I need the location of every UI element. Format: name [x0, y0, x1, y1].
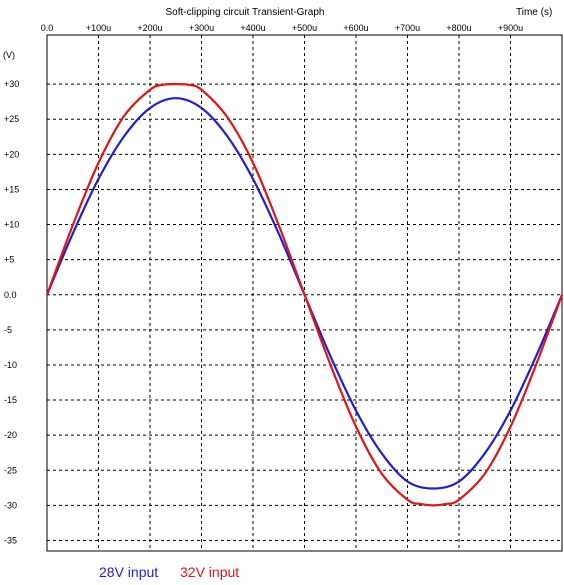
- y-tick-label: +15: [4, 184, 19, 194]
- y-tick-label: +25: [4, 114, 19, 124]
- series-line: [45, 83, 564, 507]
- y-tick-label: -20: [4, 430, 17, 440]
- series: [45, 83, 564, 507]
- x-tick-label: +200u: [137, 23, 162, 33]
- x-tick-label: +100u: [86, 23, 111, 33]
- x-tick-label: +700u: [395, 23, 420, 33]
- x-tick-label: +300u: [189, 23, 214, 33]
- y-tick-label: -25: [4, 465, 17, 475]
- chart-title: Soft-clipping circuit Transient-Graph: [166, 7, 325, 18]
- x-axis-label: Time (s): [516, 7, 552, 18]
- legend-entry: 28V input: [99, 564, 158, 580]
- legend-entry: 32V input: [180, 564, 239, 580]
- y-tick-label: -35: [4, 535, 17, 545]
- x-tick-label: +800u: [446, 23, 471, 33]
- x-tick-label: +600u: [343, 23, 368, 33]
- y-tick-label: -30: [4, 500, 17, 510]
- x-tick-label: 0.0: [41, 23, 54, 33]
- axis-ticks: 0.0 +100u +200u +300u +400u +500u +600u +700u +8…: [4, 23, 523, 545]
- y-tick-label: +20: [4, 149, 19, 159]
- y-tick-label: -5: [4, 325, 12, 335]
- y-axis-label: (V): [3, 50, 15, 60]
- y-tick-label: -10: [4, 360, 17, 370]
- x-tick-label: +400u: [240, 23, 265, 33]
- x-tick-label: +900u: [498, 23, 523, 33]
- y-tick-label: -15: [4, 395, 17, 405]
- y-tick-label: 0.0: [4, 290, 17, 300]
- y-tick-label: +5: [4, 255, 14, 265]
- grid: [47, 35, 562, 551]
- x-tick-label: +500u: [292, 23, 317, 33]
- y-tick-label: +10: [4, 220, 19, 230]
- legend: 28V input 32V input: [99, 564, 239, 580]
- y-tick-label: +30: [4, 79, 19, 89]
